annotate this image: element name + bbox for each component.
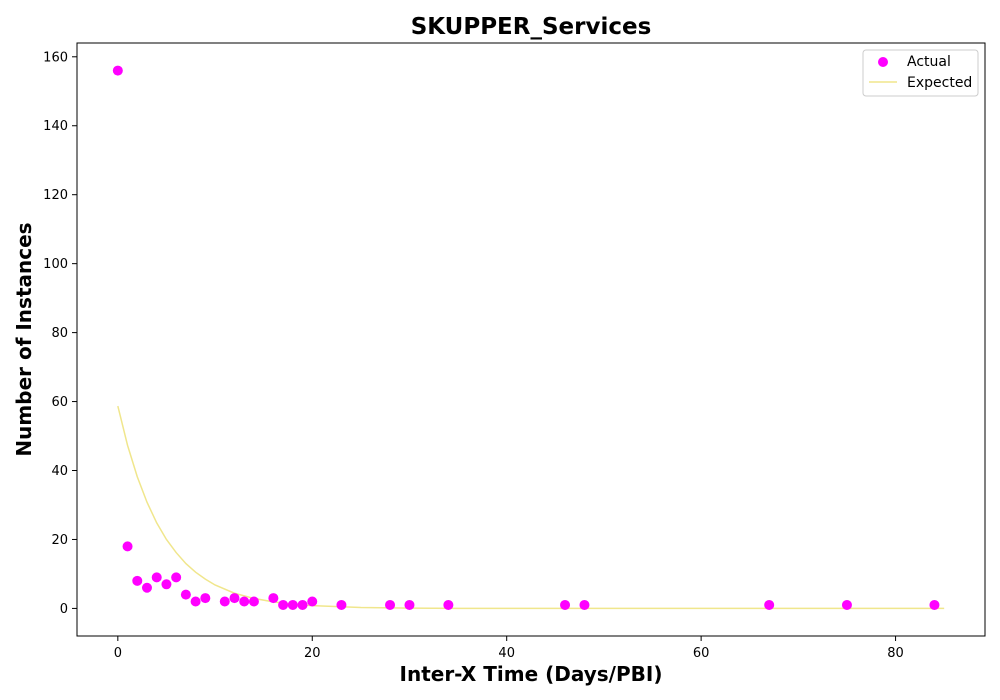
- actual-point: [248, 596, 259, 607]
- legend-label-actual: Actual: [907, 54, 951, 70]
- plot-area: [112, 65, 945, 610]
- chart-title: SKUPPER_Services: [411, 14, 652, 40]
- actual-point: [151, 572, 162, 583]
- y-tick-label: 140: [43, 119, 68, 134]
- x-tick-label: 60: [693, 646, 710, 661]
- actual-point: [239, 596, 250, 607]
- x-tick-label: 20: [304, 646, 321, 661]
- actual-point: [171, 572, 182, 583]
- y-axis-title: Number of Instances: [12, 222, 36, 456]
- y-tick-label: 100: [43, 257, 68, 272]
- y-axis: 0 20 40 60 80 100 120 140 160: [43, 50, 77, 617]
- actual-point: [307, 596, 318, 607]
- actual-point: [579, 599, 590, 610]
- x-tick-label: 0: [114, 646, 122, 661]
- actual-point: [219, 596, 230, 607]
- actual-point: [336, 599, 347, 610]
- actual-point: [112, 65, 123, 76]
- legend: Actual Expected: [862, 49, 979, 97]
- actual-point: [190, 596, 201, 607]
- actual-point: [560, 599, 571, 610]
- x-axis-title: Inter-X Time (Days/PBI): [400, 662, 663, 686]
- y-tick-label: 40: [51, 464, 68, 479]
- actual-point: [161, 579, 172, 590]
- x-axis: 0 20 40 60 80: [114, 636, 904, 661]
- actual-point: [200, 593, 211, 604]
- x-tick-label: 80: [887, 646, 904, 661]
- plot-frame: [76, 42, 986, 637]
- y-tick-label: 20: [51, 533, 68, 548]
- y-tick-label: 160: [43, 50, 68, 65]
- actual-point: [404, 599, 415, 610]
- y-tick-label: 80: [51, 326, 68, 341]
- legend-box: [862, 49, 979, 97]
- legend-marker-actual: [878, 57, 888, 67]
- y-tick-label: 0: [60, 602, 68, 617]
- actual-point: [268, 593, 279, 604]
- actual-point: [841, 599, 852, 610]
- actual-point: [287, 599, 298, 610]
- actual-point: [385, 599, 396, 610]
- actual-point: [278, 599, 289, 610]
- actual-point: [122, 541, 133, 552]
- actual-point: [180, 589, 191, 600]
- actual-point: [443, 599, 454, 610]
- actual-point: [764, 599, 775, 610]
- legend-label-expected: Expected: [907, 75, 972, 91]
- x-tick-label: 40: [498, 646, 515, 661]
- actual-point: [229, 593, 240, 604]
- actual-point: [297, 599, 308, 610]
- actual-point: [929, 599, 940, 610]
- actual-point: [132, 575, 143, 586]
- actual-point: [141, 582, 152, 593]
- y-tick-label: 120: [43, 188, 68, 203]
- y-tick-label: 60: [51, 395, 68, 410]
